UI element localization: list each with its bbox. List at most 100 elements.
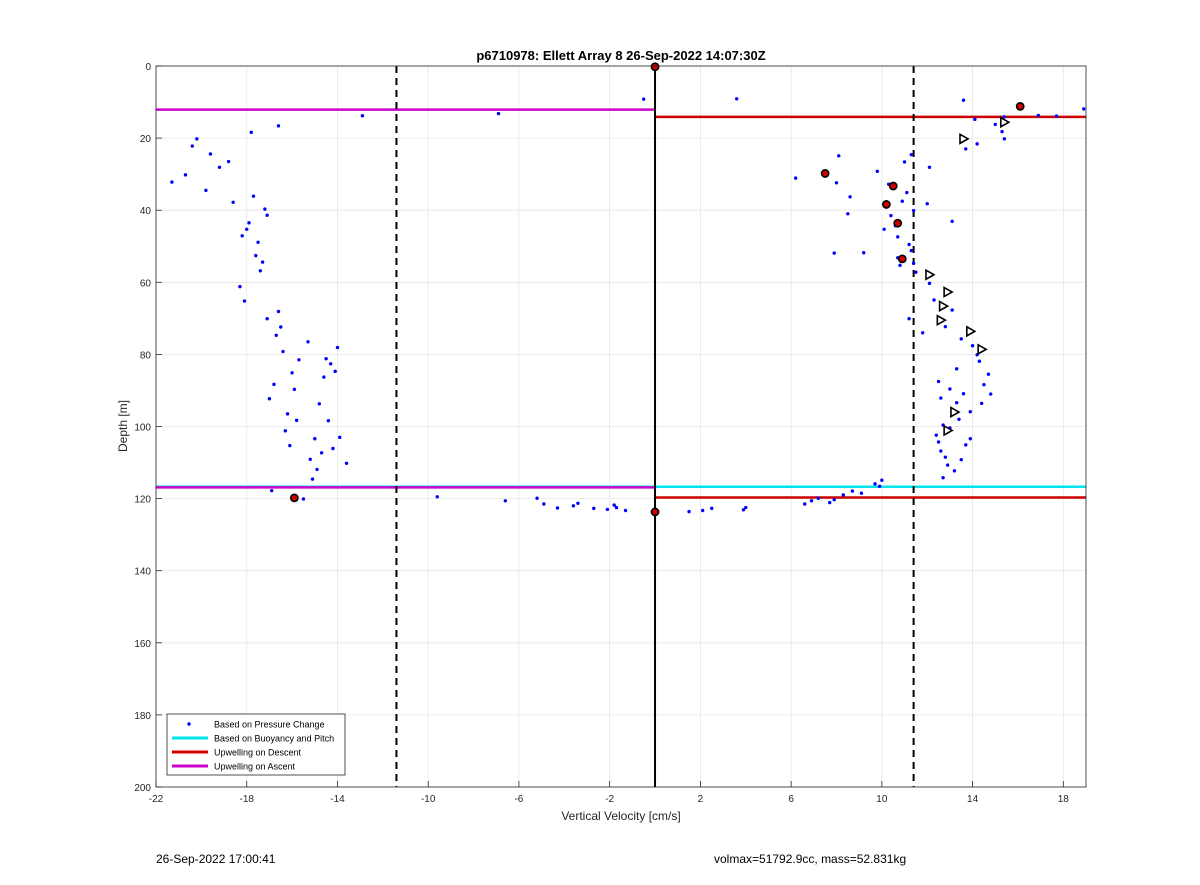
data-point-ascent bbox=[281, 349, 285, 354]
data-point-ascent bbox=[331, 446, 335, 451]
vertical-lines bbox=[395, 66, 915, 787]
triangle-marker bbox=[936, 314, 947, 327]
data-point-ascent bbox=[308, 457, 312, 462]
data-point-ascent bbox=[254, 253, 258, 258]
data-point-ascent bbox=[313, 437, 317, 441]
markers bbox=[289, 62, 1025, 517]
data-point-descent bbox=[1000, 129, 1004, 134]
data-point-ascent bbox=[245, 227, 249, 232]
data-point-descent bbox=[934, 433, 938, 437]
data-point-ascent bbox=[292, 387, 297, 392]
data-point-ascent bbox=[267, 397, 272, 401]
data-point-descent bbox=[902, 160, 907, 164]
data-point-ascent bbox=[265, 317, 269, 321]
footer-volmax-mass: volmax=51792.9cc, mass=52.831kg bbox=[714, 852, 907, 866]
data-point-descent bbox=[793, 176, 798, 180]
data-point-descent bbox=[898, 263, 902, 268]
data-point-ascent bbox=[279, 325, 283, 329]
data-point-descent bbox=[927, 281, 932, 286]
y-tick-label: 140 bbox=[134, 567, 151, 578]
data-point-ascent bbox=[204, 188, 208, 193]
horizontal-segments bbox=[156, 108, 1086, 499]
data-point-descent bbox=[941, 475, 945, 480]
data-point-ascent bbox=[496, 111, 501, 116]
data-point-descent bbox=[700, 508, 705, 513]
data-point-descent bbox=[841, 493, 845, 497]
data-point-ascent bbox=[641, 97, 646, 101]
data-point-descent bbox=[964, 443, 968, 447]
data-point-ascent bbox=[315, 467, 319, 472]
data-point-descent bbox=[952, 469, 957, 473]
y-tick-label: 60 bbox=[140, 278, 152, 289]
triangle-marker bbox=[938, 300, 950, 312]
x-tick-label: 2 bbox=[698, 794, 704, 805]
data-point-descent bbox=[939, 449, 943, 453]
data-point-ascent bbox=[571, 504, 576, 508]
data-point-descent bbox=[880, 478, 884, 482]
data-point-descent bbox=[827, 500, 832, 505]
data-point-descent bbox=[911, 208, 916, 213]
data-point-ascent bbox=[251, 194, 256, 198]
triangle-marker bbox=[943, 286, 954, 298]
x-axis-label: Vertical Velocity [cm/s] bbox=[561, 809, 680, 823]
data-point-descent bbox=[979, 401, 984, 406]
data-point-ascent bbox=[326, 419, 331, 423]
data-point-descent bbox=[1054, 114, 1059, 118]
data-point-descent bbox=[846, 212, 850, 216]
data-point-ascent bbox=[272, 382, 276, 387]
data-point-ascent bbox=[344, 461, 349, 465]
data-point-descent bbox=[907, 242, 911, 247]
data-point-descent bbox=[882, 227, 886, 232]
data-point-descent bbox=[877, 484, 882, 489]
y-tick-label: 160 bbox=[134, 639, 151, 650]
data-point-ascent bbox=[294, 418, 299, 423]
red-marker bbox=[820, 169, 830, 178]
data-point-descent bbox=[803, 502, 807, 506]
x-tick-label: 10 bbox=[876, 794, 888, 805]
data-point-descent bbox=[832, 497, 836, 502]
data-point-ascent bbox=[328, 362, 333, 366]
data-point-descent bbox=[744, 505, 748, 510]
data-point-descent bbox=[961, 391, 966, 396]
red-marker bbox=[650, 507, 660, 517]
data-point-descent bbox=[950, 308, 954, 312]
data-point-ascent bbox=[258, 269, 263, 273]
data-point-ascent bbox=[238, 284, 242, 289]
x-tick-label: -22 bbox=[149, 794, 164, 805]
data-point-descent bbox=[834, 181, 839, 185]
x-ticks: -22 -18 -14 -10 -6 -2 2 6 10 14 18 bbox=[149, 781, 1069, 805]
data-point-descent bbox=[968, 410, 973, 414]
data-point-descent bbox=[837, 154, 841, 158]
data-point-descent bbox=[927, 165, 932, 170]
y-tick-label: 20 bbox=[140, 134, 152, 145]
data-point-descent bbox=[986, 372, 991, 376]
data-point-ascent bbox=[195, 137, 199, 141]
data-point-descent bbox=[889, 213, 893, 218]
data-point-ascent bbox=[605, 507, 610, 512]
data-point-ascent bbox=[623, 508, 628, 513]
data-point-descent bbox=[900, 199, 904, 203]
triangle-marker bbox=[966, 325, 977, 338]
data-point-descent bbox=[968, 437, 973, 441]
data-point-descent bbox=[905, 190, 909, 195]
data-point-ascent bbox=[288, 443, 292, 448]
data-point-ascent bbox=[285, 412, 290, 416]
data-point-ascent bbox=[249, 130, 253, 135]
data-point-descent bbox=[850, 489, 855, 493]
triangle-marker bbox=[1000, 116, 1011, 129]
y-tick-label: 80 bbox=[140, 350, 152, 361]
data-point-descent bbox=[945, 463, 950, 467]
footer-timestamp: 26-Sep-2022 17:00:41 bbox=[156, 852, 276, 866]
data-point-ascent bbox=[535, 496, 539, 500]
data-point-descent bbox=[925, 202, 929, 206]
red-marker bbox=[897, 254, 907, 264]
data-point-descent bbox=[989, 392, 993, 396]
data-point-ascent bbox=[269, 488, 274, 493]
x-tick-label: -6 bbox=[514, 794, 523, 805]
data-point-descent bbox=[710, 506, 714, 511]
data-point-descent bbox=[911, 261, 916, 265]
y-axis-label: Depth [m] bbox=[116, 400, 130, 452]
data-point-ascent bbox=[555, 506, 560, 510]
data-point-descent bbox=[914, 270, 918, 274]
data-point-descent bbox=[734, 97, 739, 101]
